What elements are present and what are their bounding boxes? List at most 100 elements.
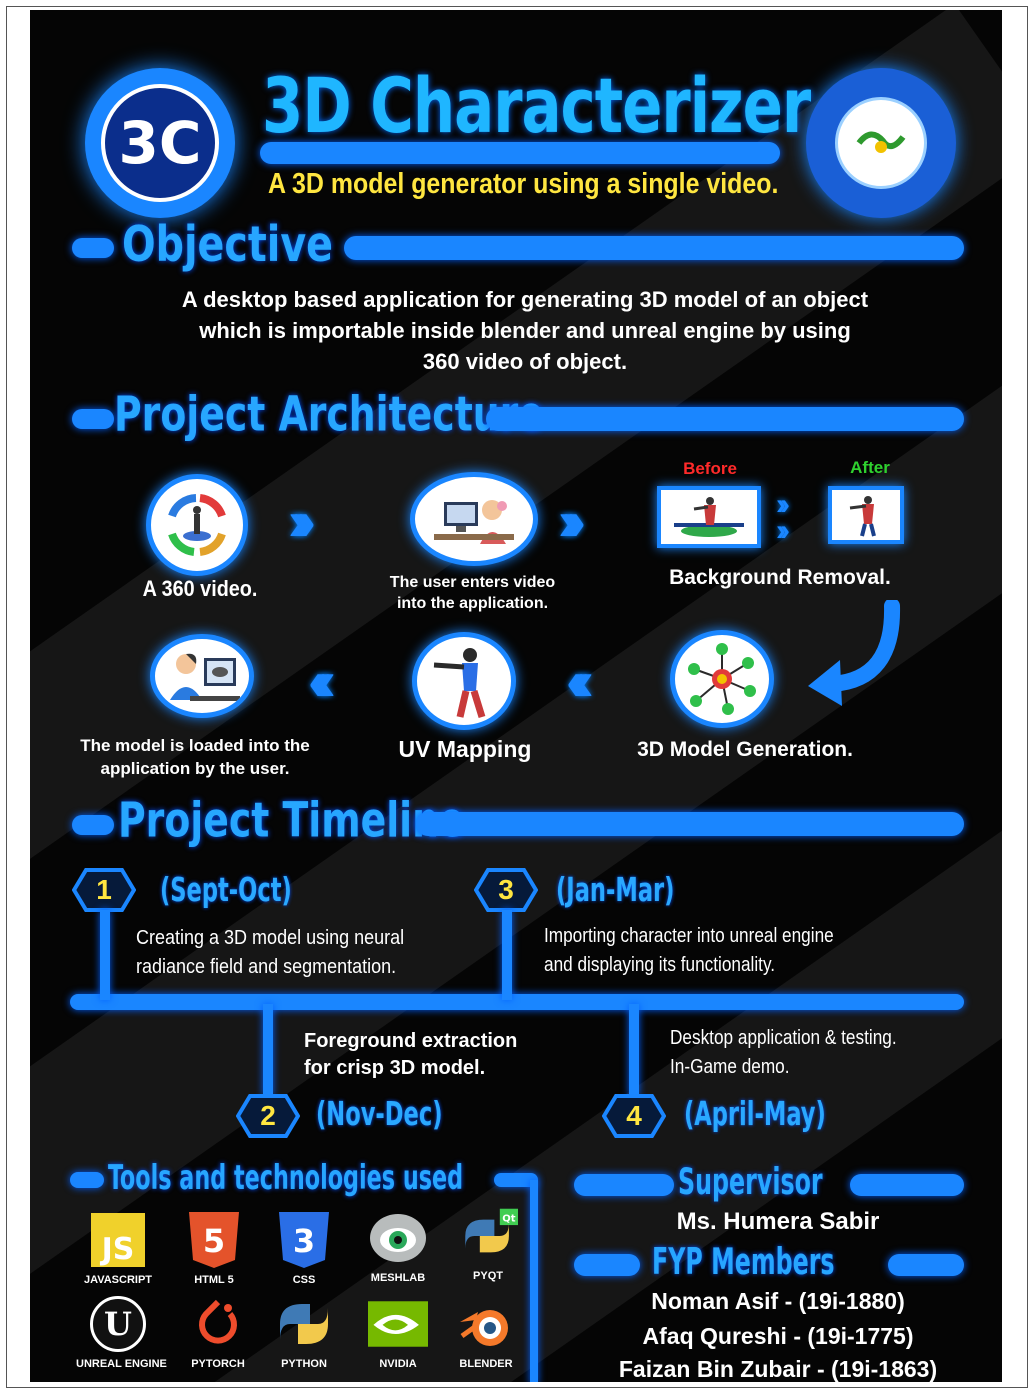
unreal-glyph: U [104,1305,132,1343]
network-icon [670,630,774,728]
objective-bar [344,236,964,260]
tool-label: BLENDER [459,1358,513,1370]
milestone-connector [629,1004,639,1096]
step-caption-line: application by the user. [100,759,290,778]
objective-text: A desktop based application for generati… [90,284,960,377]
members-bar-left [574,1254,640,1276]
step-caption: 3D Model Generation. [637,738,853,761]
tool-label: PYQT [473,1270,503,1282]
javascript-glyph: JS [101,1232,135,1267]
tool-unreal-engine: U UNREAL ENGINE [76,1296,167,1370]
meshlab-icon [368,1210,428,1266]
step-caption-line: The user enters video [389,574,556,591]
objective-line: 360 video of object. [422,349,628,374]
milestone-text-line: for crisp 3D model. [304,1057,486,1079]
architecture-bar [486,407,964,431]
tool-label: JAVASCRIPT [83,1274,153,1286]
after-image [828,486,904,544]
milestone-number: 1 [96,874,112,905]
css-icon: 3 [274,1212,334,1268]
pyqt-icon: Qt [458,1208,518,1264]
tool-meshlab: MESHLAB [356,1210,440,1284]
milestone-text-line: In-Game demo. [670,1056,790,1078]
milestone-connector [263,1004,273,1096]
tool-label: HTML 5 [194,1274,234,1286]
tools-dot [70,1172,104,1188]
milestone-text: Importing character into unreal engine a… [544,922,834,980]
project-logo: 3C [85,68,235,218]
html5-icon: 5 [184,1212,244,1268]
objective-line: which is importable inside blender and u… [199,318,851,343]
tool-label: NVIDIA [379,1358,417,1370]
nvidia-icon [368,1296,428,1352]
before-image [657,486,761,548]
tool-blender: BLENDER [444,1296,528,1370]
milestone-number: 4 [626,1100,642,1131]
python-icon [274,1296,334,1352]
tool-label: PYTORCH [191,1358,245,1370]
tool-label: PYTHON [281,1358,327,1370]
javascript-icon: JS [88,1212,148,1268]
members-bar-right [888,1254,964,1276]
tool-python: PYTHON [262,1296,346,1370]
tool-css: 3 CSS [262,1212,346,1286]
milestone-text-line: and displaying its functionality. [544,954,776,976]
milestone-text-line: Desktop application & testing. [670,1027,897,1049]
member-name: Noman Asif - (19i-1880) [651,1288,905,1314]
timeline-axis [70,994,964,1010]
supervisor-bar-right [850,1174,964,1196]
tool-label: UNREAL ENGINE [76,1358,167,1370]
milestone-badge: 3 [474,868,538,912]
user-computer-icon [410,472,538,566]
page-subtitle: A 3D model generator using a single vide… [268,168,779,200]
step-caption: Background Removal. [669,566,891,589]
milestone-badge: 1 [72,868,136,912]
blender-icon [456,1296,516,1352]
supervisor-heading: Supervisor [678,1160,823,1203]
tool-nvidia: NVIDIA [356,1296,440,1370]
milestone-number: 3 [498,874,514,905]
tools-bar [494,1173,538,1187]
milestone-number: 2 [260,1100,276,1131]
milestone-date: (Sept-Oct) [160,870,292,909]
step-caption: UV Mapping [398,736,532,762]
timeline-dot [72,815,114,835]
page-title: 3D Characterizer [262,62,811,151]
tools-heading: Tools and technologies used [108,1158,464,1198]
objective-dot [72,238,114,258]
tools-divider [530,1180,538,1382]
milestone-badge: 2 [236,1094,300,1138]
tool-label: MESHLAB [370,1272,426,1284]
step-caption-line: into the application. [396,595,549,612]
after-label: After [850,458,890,477]
tool-javascript: JS JAVASCRIPT [76,1212,160,1286]
unreal-engine-icon: U [88,1296,148,1352]
timeline-heading: Project Timeline [118,792,465,848]
milestone-text: Desktop application & testing. In-Game d… [670,1024,897,1082]
milestone-connector [502,910,512,1000]
members-heading: FYP Members [652,1240,835,1283]
chevron-right-icon: ››› [558,489,586,552]
objective-line: A desktop based application for generati… [181,287,869,312]
step-caption: The model is loaded into the application… [70,734,320,780]
milestone-badge: 4 [602,1094,666,1138]
timeline-bar [416,812,964,836]
rotation-icon [146,474,248,576]
chevron-left-icon: ‹‹‹ [308,649,336,712]
chevron-left-icon: ‹‹‹ [566,649,594,712]
member-name: Afaq Qureshi - (19i-1775) [642,1323,914,1349]
pointing-character-icon [412,632,516,730]
tool-pytorch: PYTORCH [176,1296,260,1370]
logo-text: 3C [118,109,202,177]
pyqt-glyph: Qt [502,1213,516,1224]
milestone-date: (Jan-Mar) [556,870,675,909]
title-underline [260,142,780,164]
html5-glyph: 5 [203,1222,225,1260]
step-caption-line: The model is loaded into the [80,736,310,755]
tool-label: CSS [292,1274,316,1286]
step-caption: The user enters video into the applicati… [360,572,585,614]
step-caption: A 360 video. [142,576,258,601]
architecture-heading: Project Architecture [114,386,544,442]
milestone-text-line: Foreground extraction [304,1030,518,1052]
supervisor-bar-left [574,1174,674,1196]
